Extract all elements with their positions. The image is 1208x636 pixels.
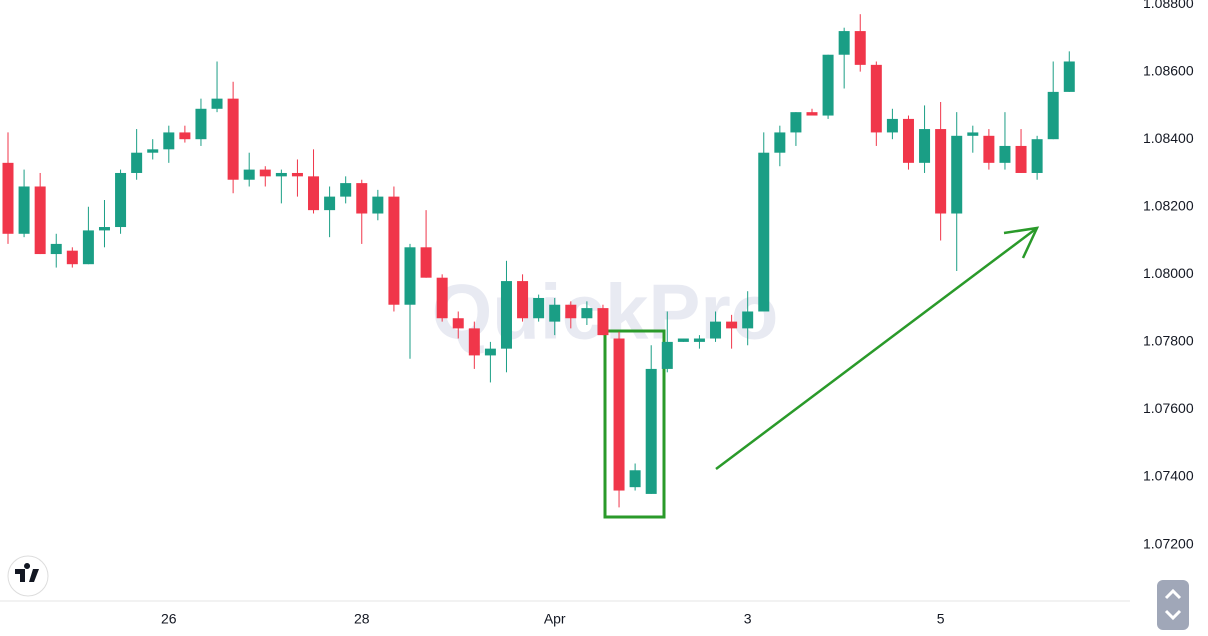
y-tick-label: 1.07200	[1143, 535, 1194, 551]
candle-body	[259, 169, 271, 177]
x-tick-label: Apr	[544, 611, 566, 627]
x-tick-label: 3	[744, 611, 752, 627]
y-tick-label: 1.07800	[1143, 333, 1194, 349]
candle-body	[484, 348, 496, 356]
x-tick-label: 5	[937, 611, 945, 627]
candle-body	[147, 149, 159, 153]
candle-body	[838, 31, 850, 55]
candle-body	[82, 230, 94, 265]
candle-body	[275, 172, 287, 177]
candle-body	[693, 338, 705, 342]
candle-body	[870, 64, 882, 133]
candle-body	[340, 183, 352, 197]
tv-logo	[7, 555, 49, 597]
highlight-box	[603, 329, 666, 519]
candle-body	[179, 132, 191, 140]
candle-body	[66, 250, 78, 265]
candle-body	[324, 196, 336, 211]
candle-body	[1063, 61, 1075, 92]
candle-body	[163, 132, 175, 150]
candle-body	[677, 338, 689, 342]
candle-body	[1015, 145, 1027, 173]
candle-body	[404, 247, 416, 305]
candle-body	[742, 311, 754, 329]
y-tick-label: 1.08800	[1143, 0, 1194, 11]
candle-body	[919, 129, 931, 163]
candle-body	[629, 470, 641, 488]
y-tick-label: 1.08200	[1143, 197, 1194, 213]
candle-body	[420, 247, 432, 278]
y-tick-label: 1.08000	[1143, 265, 1194, 281]
candle-body	[935, 129, 947, 214]
candle-body	[726, 321, 738, 329]
candle-body	[565, 304, 577, 319]
x-tick-label: 26	[161, 611, 177, 627]
candle-body	[533, 297, 545, 319]
candle-body	[854, 31, 866, 65]
scroll-button[interactable]	[1157, 580, 1189, 630]
candle-body	[131, 152, 143, 173]
candle-body	[436, 277, 448, 319]
candle-body	[243, 169, 255, 180]
candle-body	[115, 172, 127, 228]
candle-body	[356, 183, 368, 214]
candle-body	[1031, 139, 1043, 173]
candle-body	[388, 196, 400, 305]
y-tick-label: 1.08600	[1143, 62, 1194, 78]
candle-body	[951, 135, 963, 214]
candle-body	[34, 186, 46, 255]
candle-body	[291, 172, 303, 177]
y-tick-label: 1.08400	[1143, 130, 1194, 146]
y-tick-label: 1.07400	[1143, 468, 1194, 484]
candle-body	[806, 112, 818, 116]
candle-body	[227, 98, 239, 180]
candle-body	[549, 304, 561, 322]
candle-body	[308, 176, 320, 211]
candle-body	[710, 321, 722, 339]
candle-body	[50, 243, 62, 255]
candle-body	[983, 135, 995, 163]
arrow-line	[715, 227, 1038, 470]
candle-body	[211, 98, 223, 109]
candle-body	[822, 54, 834, 116]
candle-body	[2, 162, 14, 234]
candle-body	[774, 132, 786, 153]
candle-body	[18, 186, 30, 234]
candle-body	[98, 227, 110, 231]
candle-body	[613, 338, 625, 491]
candle-body	[967, 132, 979, 136]
candle-body	[372, 196, 384, 214]
candle-body	[758, 152, 770, 312]
candle-body	[645, 368, 657, 494]
candle-body	[195, 108, 207, 140]
candle-body	[999, 145, 1011, 163]
candle-body	[790, 112, 802, 133]
candle-body	[661, 341, 673, 369]
candle-body	[452, 318, 464, 329]
arrow-head	[1003, 226, 1040, 259]
candle-body	[886, 118, 898, 133]
candle-body	[597, 308, 609, 336]
x-tick-label: 28	[354, 611, 370, 627]
candle-body	[902, 118, 914, 163]
candle-body	[581, 308, 593, 319]
candle-body	[500, 281, 512, 349]
candle-body	[468, 328, 480, 356]
candle-body	[517, 281, 529, 319]
y-tick-label: 1.07600	[1143, 400, 1194, 416]
candle-body	[1047, 91, 1059, 140]
